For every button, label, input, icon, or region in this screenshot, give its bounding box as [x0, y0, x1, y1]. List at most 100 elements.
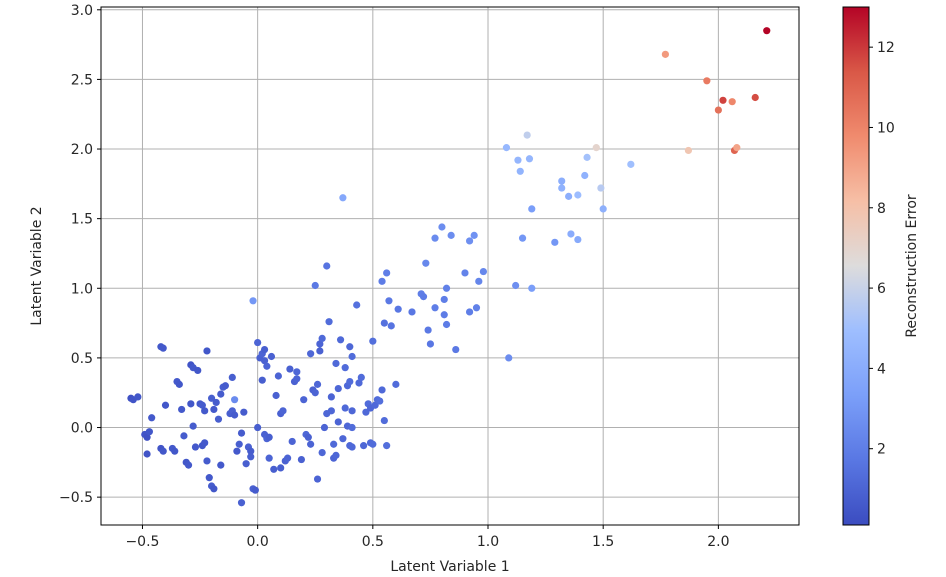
y-axis-ticks: −0.5 0.0 0.5 1.0 1.5 2.0 2.5 3.0: [59, 3, 101, 506]
data-point: [325, 318, 333, 326]
data-point: [599, 205, 607, 213]
data-points: [127, 27, 771, 507]
data-point: [235, 440, 243, 448]
data-point: [472, 304, 481, 312]
data-point: [161, 401, 170, 409]
data-point: [353, 301, 361, 309]
data-point: [274, 372, 282, 380]
data-point: [661, 50, 669, 58]
data-point: [383, 269, 391, 277]
data-point: [260, 357, 269, 365]
y-tick-label: −0.5: [59, 490, 93, 506]
data-point: [380, 319, 388, 327]
data-point: [461, 269, 469, 277]
data-point: [346, 343, 354, 351]
data-point: [567, 230, 575, 238]
data-point: [307, 440, 315, 448]
data-point: [242, 460, 250, 468]
data-point: [240, 408, 248, 416]
data-point: [385, 297, 393, 305]
data-point: [348, 423, 356, 432]
colorbar-tick-label: 10: [877, 120, 895, 136]
data-point: [518, 234, 527, 242]
data-point: [270, 465, 278, 473]
data-point: [247, 447, 255, 455]
data-point: [336, 336, 345, 344]
data-point: [318, 334, 326, 343]
x-tick-label: −0.5: [125, 534, 159, 550]
data-point: [440, 311, 448, 319]
data-point: [525, 155, 534, 163]
colorbar-tick-label: 12: [877, 40, 895, 56]
data-point: [311, 281, 319, 290]
data-point: [470, 231, 478, 239]
x-tick-label: 1.5: [592, 534, 614, 550]
data-point: [159, 344, 167, 352]
data-point: [330, 440, 338, 448]
data-point: [189, 422, 197, 430]
data-point: [175, 380, 183, 388]
data-point: [254, 338, 262, 347]
data-point: [431, 234, 439, 242]
colorbar-tick-label: 6: [877, 281, 886, 297]
data-point: [334, 384, 342, 393]
data-point: [205, 474, 213, 482]
data-point: [627, 160, 635, 168]
data-point: [203, 347, 211, 355]
data-point: [217, 461, 225, 469]
data-point: [265, 454, 273, 462]
data-point: [424, 326, 432, 334]
data-point: [323, 262, 331, 270]
data-point: [357, 373, 365, 381]
data-point: [422, 259, 430, 267]
data-point: [201, 407, 209, 415]
data-point: [231, 411, 239, 419]
data-point: [249, 297, 257, 305]
data-point: [376, 397, 384, 405]
y-tick-label: 2.5: [71, 72, 93, 88]
data-point: [465, 237, 474, 245]
data-point: [442, 320, 451, 329]
data-point: [171, 447, 179, 455]
data-point: [346, 377, 354, 386]
data-point: [369, 440, 377, 448]
data-point: [231, 396, 239, 404]
data-point: [440, 295, 448, 304]
data-point: [191, 443, 200, 451]
data-point: [194, 366, 202, 375]
data-point: [516, 167, 524, 175]
y-tick-label: 1.0: [71, 281, 93, 297]
data-point: [265, 433, 273, 441]
data-point: [339, 194, 347, 202]
x-tick-label: 2.0: [707, 534, 729, 550]
colorbar-label: Reconstruction Error: [904, 194, 920, 338]
data-point: [148, 414, 156, 422]
colorbar-ticks: 2 4 6 8 10 12: [869, 40, 895, 458]
data-point: [341, 404, 349, 412]
data-point: [207, 394, 216, 402]
data-point: [293, 375, 301, 383]
data-point: [512, 281, 520, 290]
data-point: [383, 442, 391, 450]
data-point: [528, 284, 536, 292]
data-point: [380, 416, 388, 425]
x-axis-ticks: −0.5 0.0 0.5 1.0 1.5 2.0: [125, 525, 730, 550]
data-point: [279, 407, 287, 415]
data-point: [332, 451, 340, 459]
x-tick-label: 0.5: [362, 534, 384, 550]
data-point: [714, 106, 722, 114]
data-point: [502, 144, 511, 152]
data-point: [210, 405, 218, 414]
y-tick-label: 3.0: [71, 3, 93, 19]
data-point: [254, 423, 262, 432]
data-point: [419, 293, 428, 301]
data-point: [371, 401, 379, 409]
data-point: [286, 365, 294, 373]
data-point: [307, 350, 315, 358]
colorbar-tick-label: 2: [877, 442, 886, 458]
data-point: [719, 96, 727, 104]
data-point: [187, 400, 195, 408]
data-point: [392, 380, 400, 388]
data-point: [341, 364, 349, 372]
